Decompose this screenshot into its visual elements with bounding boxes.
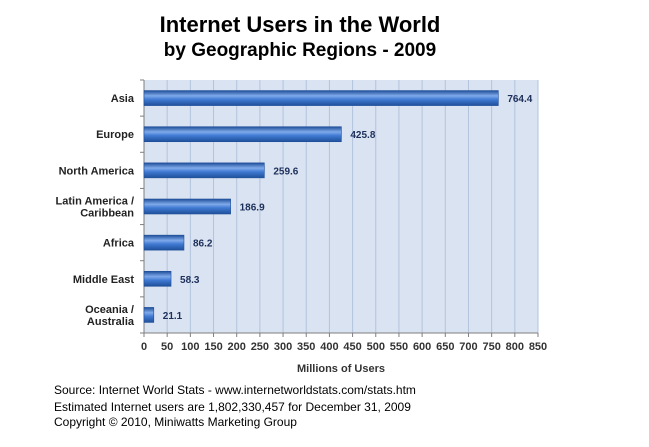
value-label: 764.4 [507,94,532,105]
x-tick-label: 500 [367,341,385,353]
x-tick-label: 850 [529,341,547,353]
x-tick-label: 750 [482,341,500,353]
value-label: 425.8 [350,130,375,141]
x-tick-label: 250 [251,341,269,353]
category-label: North America [59,165,135,177]
value-label: 259.6 [273,166,298,177]
x-tick-label: 150 [204,341,222,353]
category-label: Latin America / [56,196,134,208]
x-tick-label: 800 [506,341,524,353]
x-tick-label: 700 [459,341,477,353]
category-label: Caribbean [80,208,134,220]
x-tick-label: 200 [228,341,246,353]
x-tick-label: 450 [343,341,361,353]
x-tick-label: 350 [297,341,315,353]
x-tick-label: 100 [181,341,199,353]
x-tick-label: 550 [390,341,408,353]
bar [143,198,231,215]
category-label: Asia [111,93,135,105]
category-label: Oceania / [85,304,134,316]
category-label: Australia [87,316,135,328]
bar [143,270,172,287]
category-label: Africa [103,238,135,250]
x-axis-title: Millions of Users [297,363,385,375]
bar [143,162,265,179]
bar [143,126,342,143]
x-tick-label: 400 [320,341,338,353]
source-note: Source: Internet World Stats - www.inter… [54,383,416,397]
x-tick-label: 600 [413,341,431,353]
value-label: 58.3 [180,275,200,286]
x-tick-label: 300 [274,341,292,353]
x-tick-label: 650 [436,341,454,353]
bar [143,234,185,251]
value-label: 86.2 [193,239,213,250]
x-tick-label: 50 [161,341,173,353]
x-tick-label: 0 [141,341,147,353]
value-label: 186.9 [240,203,265,214]
bar [143,307,155,323]
category-label: Middle East [73,274,134,286]
bar [143,90,499,106]
category-label: Europe [96,129,134,141]
chart-subtitle: by Geographic Regions - 2009 [163,40,437,61]
copyright-note: Copyright © 2010, Miniwatts Marketing Gr… [54,415,297,429]
estimate-note: Estimated Internet users are 1,802,330,4… [54,400,411,414]
value-label: 21.1 [163,311,183,322]
chart-title: Internet Users in the World [159,12,441,37]
